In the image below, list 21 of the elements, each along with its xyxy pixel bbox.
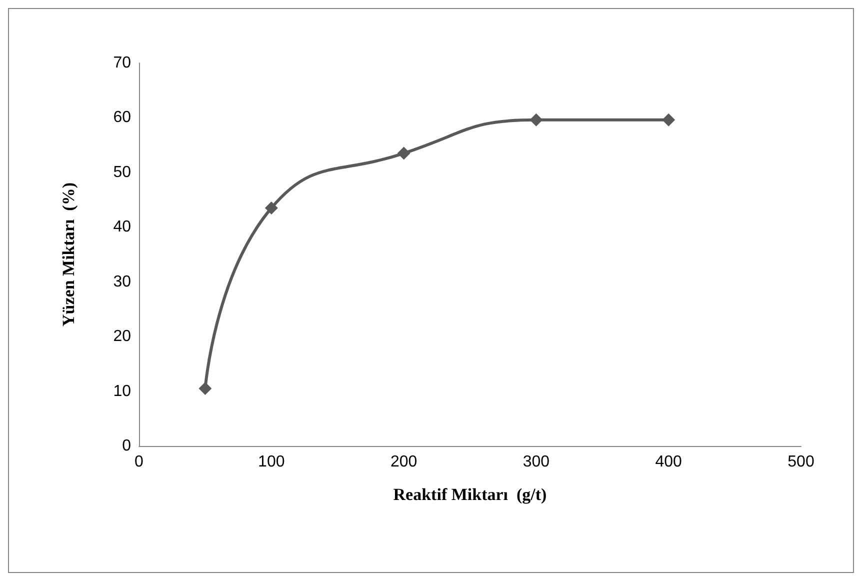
y-tick-label: 20 <box>113 328 132 346</box>
point <box>530 113 543 126</box>
y-tick-label: 60 <box>113 109 132 126</box>
x-tick-label: 200 <box>390 454 418 470</box>
y-axis-title: Yüzen Miktarı (%) <box>59 182 78 327</box>
y-tick-label: 50 <box>113 164 132 181</box>
point <box>662 113 676 126</box>
y-tick-label: 10 <box>113 382 132 400</box>
x-tick-label: 500 <box>788 454 814 470</box>
x-tick-label: 100 <box>258 454 285 470</box>
point <box>397 146 410 160</box>
x-tick-label: 400 <box>655 454 682 470</box>
point <box>198 382 212 396</box>
y-tick-label: 70 <box>113 54 132 72</box>
y-tick-label: 40 <box>113 218 132 236</box>
x-axis-title: Reaktif Miktarı (g/t) <box>393 485 547 504</box>
x-tick-label: 300 <box>522 454 550 470</box>
x-tick-label: 0 <box>134 454 144 470</box>
point <box>264 201 278 214</box>
y-tick-label: 30 <box>113 273 132 290</box>
y-tick-label: 0 <box>122 438 132 454</box>
